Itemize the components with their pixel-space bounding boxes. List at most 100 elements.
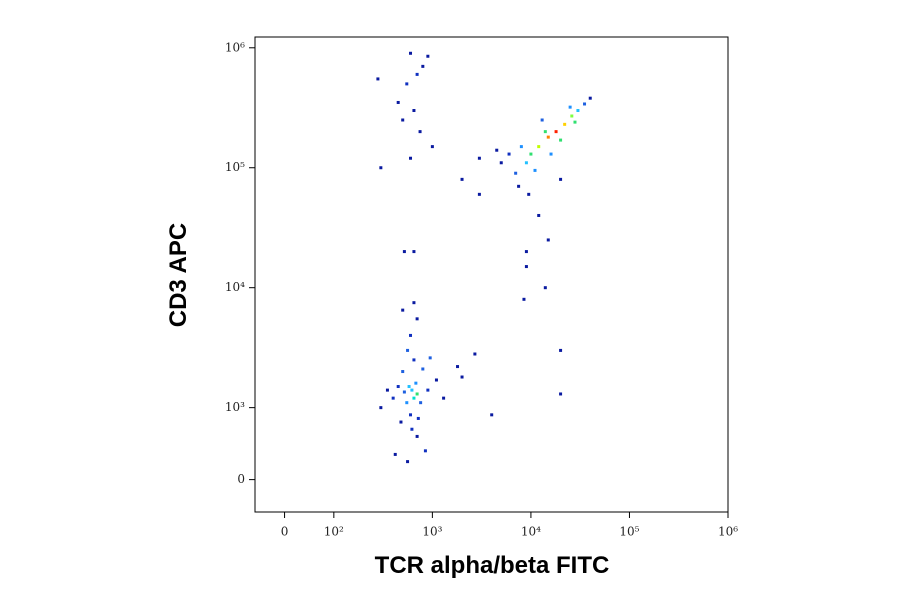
event-dot [477,156,481,160]
event-dot [456,365,460,369]
event-dot [396,385,400,389]
event-dot [524,250,528,254]
event-dot [524,161,528,165]
event-dot [412,358,416,362]
event-dot [412,301,416,305]
event-dot [517,184,521,188]
event-dot [529,152,533,156]
event-dot [537,213,541,217]
event-dot [402,250,406,254]
x-tick-label: 10⁶ [718,525,738,539]
event-dot [514,171,518,175]
event-dot [405,82,409,86]
event-dot [406,460,410,464]
y-tick-label: 10³ [225,400,245,414]
event-dot [421,64,425,68]
event-dot [407,385,411,389]
event-dot [379,406,383,410]
event-dot [412,109,416,113]
event-dot [477,192,481,196]
y-tick-label: 0 [237,472,245,486]
event-dot [460,177,464,181]
event-dot [546,238,550,242]
event-dot [559,177,563,181]
event-dot [460,375,464,379]
event-dot [573,120,577,124]
event-dot [537,145,541,149]
event-dot [399,420,403,424]
event-dot [396,100,400,104]
y-tick-label: 10⁵ [225,160,245,174]
event-dot [419,401,423,405]
event-dot [428,356,432,360]
event-dot [559,348,563,352]
event-dot [415,392,419,396]
event-dot [507,152,511,156]
event-dot [401,370,405,374]
x-tick-label: 0 [281,525,289,539]
event-dot [379,166,383,170]
event-dot [430,145,434,149]
event-dot [412,396,416,400]
event-dot [559,138,563,142]
event-dot [406,348,410,352]
event-dot [522,297,526,301]
event-dot [576,109,580,113]
event-dot [473,352,477,356]
event-dot [409,51,413,55]
event-dot [412,250,416,254]
event-dot [401,118,405,122]
event-dot [527,192,531,196]
y-tick-label: 10⁴ [225,280,245,294]
x-tick-label: 10⁴ [521,525,541,539]
event-dot [588,96,592,100]
event-dot [415,72,419,76]
event-dot [559,392,563,396]
event-dot [418,130,422,134]
x-tick-label: 10³ [422,525,442,539]
event-dot [583,102,587,106]
event-dot [423,449,427,453]
event-dot [490,413,494,417]
event-dot [568,105,572,109]
event-dot [570,114,574,118]
event-dot [543,286,547,290]
event-dot [426,388,430,392]
y-tick-label: 10⁶ [225,40,245,54]
event-dot [401,308,405,312]
event-dot [405,401,409,405]
plot-frame [254,36,729,513]
event-dot [524,265,528,269]
event-dot [376,77,380,81]
event-dot [442,396,446,400]
event-dot [421,367,425,371]
event-dot [540,118,544,122]
event-dot [554,130,558,134]
event-dot [410,388,414,392]
y-axis-label: CD3 APC [165,223,192,327]
event-dot [549,152,553,156]
event-dot [410,427,414,431]
event-dot [426,54,430,58]
event-dot [409,413,413,417]
event-dot [546,135,550,139]
event-dot [385,388,389,392]
event-dot [533,168,537,172]
event-dot [409,156,413,160]
event-dot [543,130,547,134]
event-dot [434,378,438,382]
event-dot [409,333,413,337]
event-dot [519,145,523,149]
x-tick-label: 10⁵ [619,525,639,539]
event-dot [402,390,406,394]
event-dot [495,148,499,152]
event-dot [414,381,418,385]
x-tick-label: 10² [324,525,344,539]
event-dot [416,416,420,420]
event-dot [563,122,567,126]
event-dot [391,396,395,400]
event-dot [393,452,397,456]
event-dot [499,161,503,165]
event-dot [415,317,419,321]
